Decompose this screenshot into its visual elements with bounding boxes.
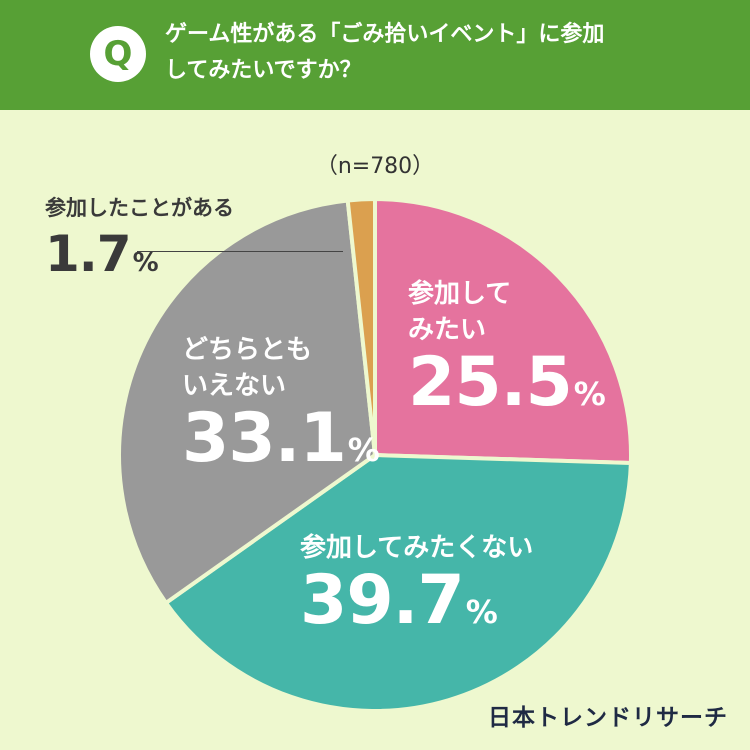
slice-label-want: 参加して みたい 25.5% [408, 276, 606, 429]
pie-slice-participated [345, 197, 377, 457]
pie-slice-neutral [117, 198, 377, 605]
slice-label-not-want: 参加してみたくない 39.7% [300, 530, 533, 647]
slice-label-participated: 参加したことがある 1.7% [45, 190, 234, 291]
pie-slice-want [373, 197, 633, 466]
question-header: Q ゲーム性がある「ごみ拾いイベント」に参加 してみたいですか？ [0, 0, 750, 110]
slice-name-not-want: 参加してみたくない [300, 533, 534, 563]
slice-value-participated: 1.7% [45, 225, 159, 283]
slice-value-neutral: 33.1% [182, 399, 380, 478]
slice-name-want: 参加して みたい [408, 279, 512, 345]
slice-name-neutral: どちらとも いえない [182, 335, 313, 401]
slice-name-participated: 参加したことがある [45, 196, 234, 220]
sample-size: （n=780） [315, 154, 435, 179]
slice-label-neutral: どちらとも いえない 33.1% [182, 332, 380, 485]
participated-leader-line [137, 251, 343, 252]
question-text: ゲーム性がある「ごみ拾いイベント」に参加 してみたいですか？ [165, 22, 605, 83]
question-badge: Q [90, 26, 146, 82]
slice-value-want: 25.5% [408, 343, 606, 422]
pie-slice-not-want [164, 453, 633, 713]
brand-logo: 日本トレンドリサーチ [488, 705, 728, 731]
slice-value-not-want: 39.7% [300, 561, 498, 640]
